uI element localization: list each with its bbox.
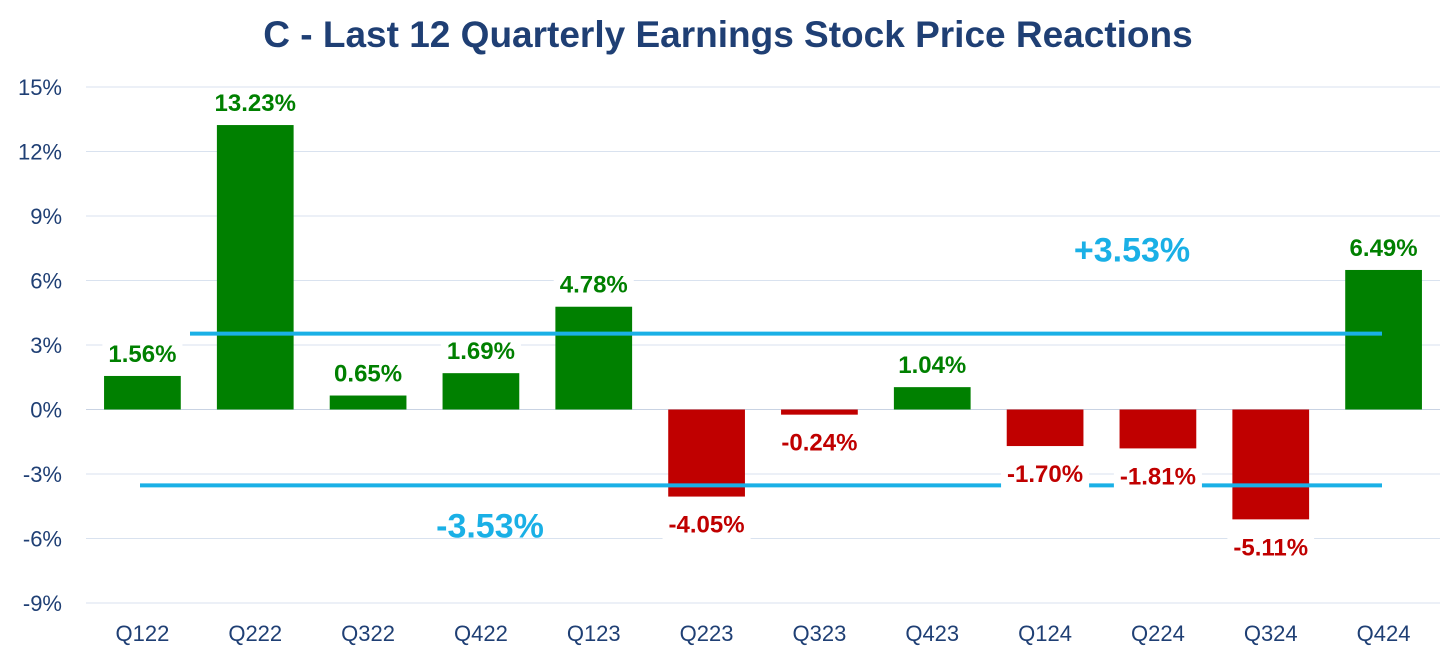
data-label-background: [1227, 532, 1315, 564]
bar: [442, 373, 520, 410]
x-tick-label: Q122: [116, 621, 170, 646]
data-label: 1.69%: [447, 338, 515, 365]
x-axis-ticks: Q122 Q222 Q322 Q422 Q123 Q223 Q323 Q423 Q124 Q224…: [116, 621, 1411, 646]
y-tick-label: 12%: [18, 140, 62, 165]
x-tick-label: Q423: [905, 621, 959, 646]
chart-title: C - Last 12 Quarterly Earnings Stock Pri…: [263, 14, 1193, 55]
y-tick-label: 15%: [18, 75, 62, 100]
bar: [1232, 409, 1310, 520]
data-label-background: [1343, 232, 1424, 264]
data-label-background: [440, 336, 521, 368]
x-tick-label: Q323: [793, 621, 847, 646]
y-tick-label: 0%: [30, 398, 62, 423]
data-label: 1.04%: [898, 352, 966, 379]
x-tick-label: Q324: [1244, 621, 1298, 646]
x-tick-label: Q123: [567, 621, 621, 646]
bar: [329, 395, 407, 410]
data-label: -0.24%: [781, 430, 857, 457]
x-tick-label: Q124: [1018, 621, 1072, 646]
data-label: -5.11%: [1233, 534, 1308, 561]
data-labels: 1.56% 13.23% 0.65% 1.69% 4.78% -4.05% -0.24% 1.…: [102, 88, 1424, 564]
data-label: 0.65%: [334, 361, 402, 388]
x-tick-label: Q422: [454, 621, 508, 646]
y-axis-ticks: 15% 12% 9% 6% 3% 0% -3% -6% -9%: [18, 75, 62, 616]
bar: [893, 387, 971, 410]
y-tick-label: -6%: [23, 527, 62, 552]
reference-line-label: -3.53%: [436, 507, 544, 545]
data-label-background: [1113, 461, 1202, 493]
data-label: -1.81%: [1120, 463, 1196, 490]
gridlines: [86, 86, 1440, 604]
x-tick-label: Q223: [680, 621, 734, 646]
y-tick-label: -9%: [23, 591, 62, 616]
data-label-background: [553, 269, 634, 301]
bar: [1119, 409, 1197, 449]
bars: [104, 125, 1422, 520]
data-label: 4.78%: [560, 272, 628, 299]
data-label-background: [1001, 459, 1090, 491]
bar: [781, 409, 858, 415]
data-label-background: [892, 350, 973, 382]
data-label-background: [328, 358, 409, 390]
data-label-background: [208, 88, 302, 120]
bar: [555, 306, 633, 410]
data-label-background: [662, 509, 751, 541]
y-tick-label: 9%: [30, 204, 62, 229]
x-tick-label: Q224: [1131, 621, 1185, 646]
x-tick-label: Q322: [341, 621, 395, 646]
y-tick-label: -3%: [23, 462, 62, 487]
reference-line-label: +3.53%: [1074, 232, 1190, 270]
y-tick-label: 6%: [30, 269, 62, 294]
data-label-background: [102, 338, 183, 370]
data-label: 13.23%: [215, 90, 296, 117]
bar: [1006, 409, 1084, 447]
reference-lines: +3.53% -3.53%: [140, 232, 1382, 545]
bar: [104, 375, 181, 410]
data-label-background: [775, 427, 864, 459]
x-tick-label: Q424: [1357, 621, 1411, 646]
y-tick-label: 3%: [30, 333, 62, 358]
bar: [216, 125, 294, 410]
data-label: -4.05%: [669, 512, 745, 539]
data-label: -1.70%: [1007, 461, 1083, 488]
bar: [1345, 269, 1422, 410]
data-label: 6.49%: [1350, 235, 1418, 262]
data-label: 1.56%: [108, 341, 176, 368]
x-tick-label: Q222: [228, 621, 282, 646]
bar: [668, 409, 745, 497]
